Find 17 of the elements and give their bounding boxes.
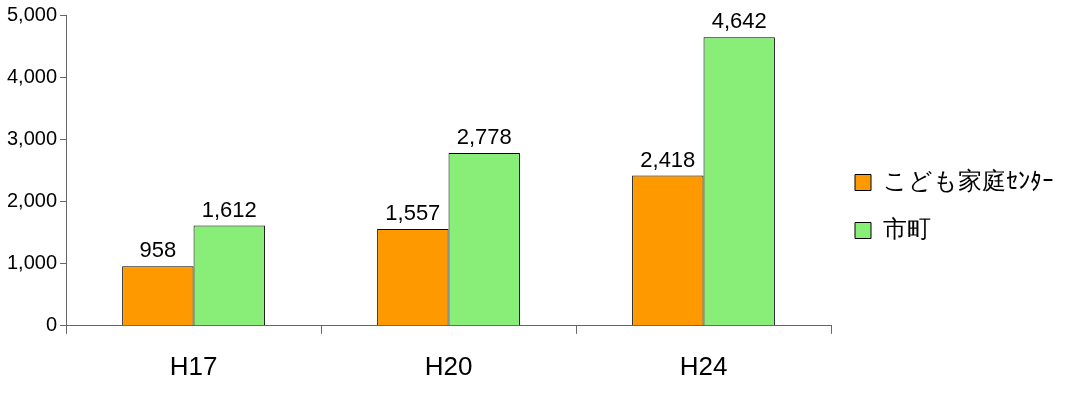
data-label: 2,418 xyxy=(640,146,696,172)
y-tick-label: 1,000 xyxy=(6,251,58,274)
legend-label: 市町 xyxy=(883,214,931,243)
data-label: 1,612 xyxy=(201,196,257,222)
data-label: 1,557 xyxy=(385,200,441,226)
legend-label: こども家庭ｾﾝﾀｰ xyxy=(883,166,1054,195)
y-tick-label: 4,000 xyxy=(6,64,58,87)
x-tick-label: H17 xyxy=(169,350,218,381)
y-tick-label: 2,000 xyxy=(6,189,58,211)
x-tick-label: H24 xyxy=(679,350,728,381)
data-label: 4,642 xyxy=(711,8,767,34)
data-label: 958 xyxy=(139,237,177,263)
data-label: 2,778 xyxy=(456,124,512,150)
y-tick-label: 3,000 xyxy=(6,126,58,149)
y-tick-label: 5,000 xyxy=(6,2,58,25)
y-tick-label: 0 xyxy=(45,313,58,336)
x-tick-label: H20 xyxy=(424,350,473,381)
